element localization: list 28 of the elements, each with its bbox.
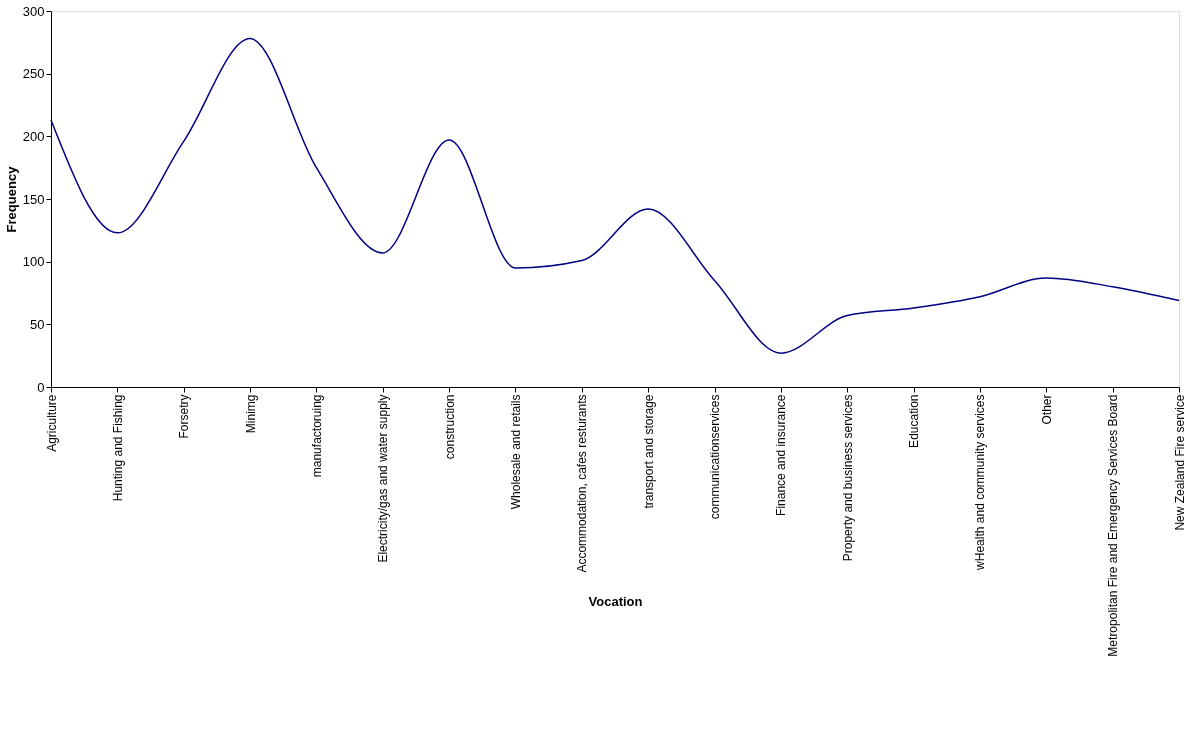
x-tick-label: manufactoruing xyxy=(309,394,324,478)
y-tick-label: 50 xyxy=(30,316,45,332)
y-tick-label: 250 xyxy=(22,66,45,82)
x-axis-title: Vocation xyxy=(588,593,643,609)
line-series xyxy=(50,37,1180,354)
x-tick-label: Other xyxy=(1039,394,1054,425)
x-tick-label: wHealth and community services xyxy=(973,394,988,571)
y-tick-label: 150 xyxy=(22,191,45,207)
x-tick-label: Forsetry xyxy=(177,394,192,439)
x-tick-label: Minimg xyxy=(243,394,258,434)
x-tick-label: Finance and insurance xyxy=(774,394,789,516)
y-tick-label: 0 xyxy=(37,379,45,395)
x-tick-label: transport and storage xyxy=(641,394,656,509)
x-tick-label: Accommodation, cafes resturants xyxy=(575,394,590,573)
x-tick-label: Agriculture xyxy=(44,394,59,452)
y-tick-label: 300 xyxy=(22,3,45,19)
x-tick-label: Property and business services xyxy=(840,394,855,562)
y-tick-label: 200 xyxy=(22,128,45,144)
y-tick-label: 100 xyxy=(22,254,45,270)
x-tick-label: Hunting and Fishing xyxy=(110,394,125,502)
x-tick-label: construction xyxy=(442,394,457,460)
x-tick-label: Wholesale and retails xyxy=(508,394,523,510)
x-tick-label: New Zealand Fire service xyxy=(1172,394,1187,531)
x-tick-label: Metropolitan Fire and Emergency Services Board xyxy=(1106,394,1121,657)
x-tick-label: Education xyxy=(907,394,922,448)
x-tick-label: communicationservices xyxy=(708,394,723,520)
y-axis-title: Frequency xyxy=(3,165,19,233)
x-tick-label: Electricity/gas and water supply xyxy=(376,394,391,563)
